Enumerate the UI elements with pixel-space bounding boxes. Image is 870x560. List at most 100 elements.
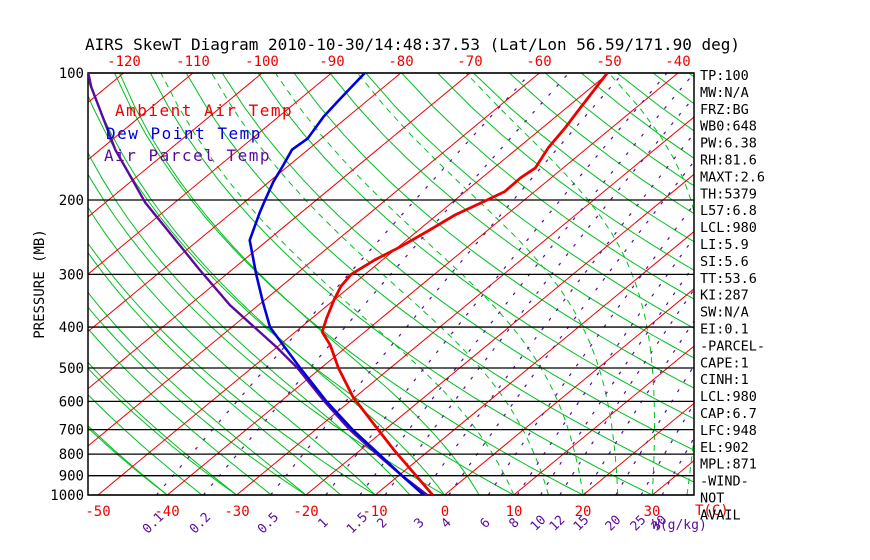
legend-dew-point-temp: Dew Point Temp: [106, 124, 262, 143]
isotherm--20: [305, 173, 694, 495]
mixing-ratio-line-0.5: [270, 73, 624, 495]
dry-adiabat--30: [88, 367, 237, 495]
panel-line-9: LCL:980: [700, 220, 757, 236]
top-tick--90: -90: [319, 54, 344, 70]
isotherm-30: [652, 459, 694, 495]
panel-line-19: LCL:980: [700, 389, 757, 405]
pressure-tick-600: 600: [59, 394, 84, 410]
top-tick--80: -80: [388, 54, 413, 70]
plot-frame: [87, 72, 695, 496]
moist-adiabat-0: [88, 79, 445, 495]
dry-adiabat-100: [401, 73, 694, 300]
top-tick--100: -100: [245, 54, 279, 70]
moist-adiabat--25: [88, 327, 272, 495]
mixing-ratio-line-2: [384, 96, 694, 495]
panel-line-0: TP:100: [700, 68, 749, 84]
moist-adiabat-5: [119, 73, 480, 495]
isotherm-20: [582, 402, 694, 495]
isotherm-0: [444, 288, 694, 495]
top-tick--40: -40: [665, 54, 690, 70]
panel-line-7: TH:5379: [700, 186, 757, 202]
dry-adiabat-10: [88, 94, 515, 495]
panel-line-24: -WIND-: [700, 474, 749, 490]
bottom-tick-30: 30: [644, 504, 661, 520]
dry-adiabat-40: [185, 73, 694, 483]
moist-adiabat-15: [211, 73, 549, 495]
panel-line-4: PW:6.38: [700, 136, 757, 152]
ambient-air-temp-curve: [320, 73, 609, 495]
top-tick--110: -110: [176, 54, 210, 70]
dry-adiabat-70: [293, 73, 694, 389]
mixing-ratio-line-3: [421, 132, 694, 495]
mixing-ratio-label-0.5: 0.5: [255, 510, 282, 537]
panel-line-12: TT:53.6: [700, 271, 757, 287]
dry-adiabat-0: [88, 173, 445, 495]
moist-adiabat-25: [357, 73, 619, 495]
mixing-ratio-line-0.2: [202, 73, 570, 495]
isotherm--80: [88, 73, 402, 333]
panel-line-25: NOT: [700, 491, 724, 507]
dry-adiabat-30: [149, 73, 653, 495]
dry-adiabat-110: [437, 73, 694, 271]
mixing-ratio-label-6: 6: [477, 515, 493, 531]
dry-adiabat--40: [88, 427, 168, 495]
panel-line-3: WB0:648: [700, 119, 757, 135]
bottom-tick-0: 0: [441, 504, 449, 520]
moist-adiabat--5: [88, 151, 411, 495]
pressure-tick-900: 900: [59, 469, 84, 485]
dry-adiabat--10: [88, 242, 376, 495]
moist-adiabat--20: [88, 291, 307, 495]
bottom-tick--50: -50: [85, 504, 110, 520]
isotherm--70: [88, 73, 471, 390]
moist-adiabat--40: [88, 425, 168, 495]
top-tick--60: -60: [526, 54, 551, 70]
mixing-ratio-label-1: 1: [315, 515, 331, 531]
stability-indices-panel: TP:100MW:N/AFRZ:BGWB0:648PW:6.38RH:81.6M…: [700, 68, 765, 523]
top-tick--120: -120: [107, 54, 141, 70]
plot-title: AIRS SkewT Diagram 2010-10-30/14:48:37.5…: [85, 35, 740, 54]
panel-line-21: LFC:948: [700, 423, 757, 439]
isotherm--50: [97, 73, 610, 495]
panel-line-22: EL:902: [700, 440, 749, 456]
moist-adiabat--10: [88, 206, 376, 495]
panel-line-13: KI:287: [700, 288, 749, 304]
isotherm--100: [88, 73, 263, 218]
panel-line-15: EI:0.1: [700, 322, 749, 338]
panel-line-11: SI:5.6: [700, 254, 749, 270]
isotherm-10: [513, 345, 694, 495]
mixing-ratio-line-0.1: [155, 73, 532, 495]
mixing-ratio-label-3: 3: [411, 515, 427, 531]
isotherm--10: [374, 230, 694, 495]
moist-adiabat--15: [88, 251, 341, 495]
bottom-tick--40: -40: [154, 504, 179, 520]
isotherm--60: [88, 73, 540, 447]
moist-adiabat-lines: [88, 73, 694, 495]
moist-adiabat--35: [88, 393, 203, 495]
mixing-ratio-line-1: [325, 73, 668, 495]
isotherm--90: [88, 73, 332, 275]
bottom-tick--20: -20: [293, 504, 318, 520]
panel-line-10: LI:5.9: [700, 237, 749, 253]
air-parcel-temp-curve: [88, 73, 428, 495]
pressure-tick-100: 100: [59, 66, 84, 82]
panel-line-23: MPL:871: [700, 457, 757, 473]
mixing-ratio-line-10: [539, 264, 694, 495]
bottom-tick-20: 20: [575, 504, 592, 520]
bottom-axis-tick-labels: -50 -40 -30 -20 -10 0 10 20 30: [85, 504, 660, 520]
panel-line-1: MW:N/A: [700, 85, 749, 101]
panel-line-16: -PARCEL-: [700, 338, 765, 354]
mixing-ratio-line-6: [487, 203, 694, 495]
pressure-tick-500: 500: [59, 361, 84, 377]
dew-point-temp-curve: [248, 73, 425, 495]
pressure-tick-700: 700: [59, 423, 84, 439]
pressure-axis-label: PRESSURE (MB): [32, 229, 48, 339]
moist-adiabat--30: [88, 361, 237, 495]
mixing-ratio-line-4: [448, 160, 694, 495]
panel-line-26: AVAIL: [700, 507, 741, 523]
legend-ambient-air-temp: Ambient Air Temp: [115, 101, 293, 120]
panel-line-18: CINH:1: [700, 372, 749, 388]
bottom-tick-10: 10: [506, 504, 523, 520]
mixing-ratio-line-1.5: [359, 73, 694, 495]
